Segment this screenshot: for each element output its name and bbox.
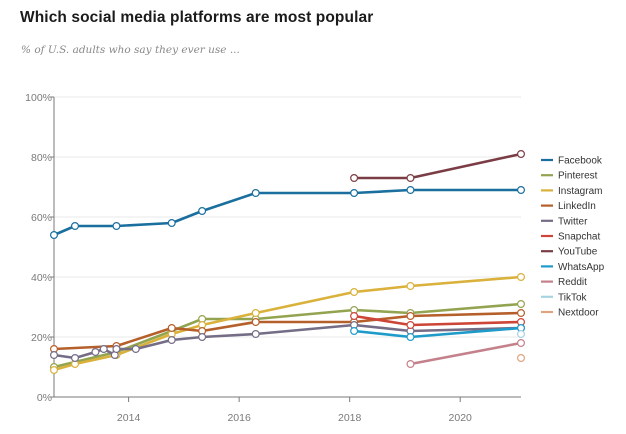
series-nextdoor: [516, 354, 525, 363]
data-point: [167, 219, 176, 228]
y-tick-label: 20%: [31, 332, 52, 344]
series-line: [352, 152, 523, 180]
series-pinterest: [49, 300, 525, 372]
data-point: [112, 345, 121, 354]
legend-item-linkedin: LinkedIn: [541, 201, 596, 212]
data-point: [516, 354, 525, 363]
axes: 0% 20% 40% 60% 80% 100% 2014 2016 2018 2020: [25, 92, 521, 424]
data-point: [516, 186, 525, 195]
legend-item-snapchat: Snapchat: [541, 232, 600, 243]
data-point: [350, 288, 359, 297]
legend-label: Instagram: [558, 186, 602, 197]
data-point: [198, 333, 207, 342]
data-point: [516, 273, 525, 282]
data-point: [406, 360, 415, 369]
series-tiktok: [516, 330, 525, 339]
gridlines: [54, 96, 521, 338]
data-point: [350, 174, 359, 183]
series-facebook: [49, 186, 525, 240]
legend-label: TikTok: [558, 292, 588, 303]
data-point: [406, 312, 415, 321]
x-tick-label: 2018: [338, 412, 362, 424]
data-point: [71, 354, 80, 363]
legend-label: Snapchat: [558, 232, 600, 243]
legend-label: Facebook: [558, 156, 603, 167]
y-tick-label: 100%: [25, 92, 52, 104]
data-point: [251, 189, 260, 198]
legend-item-nextdoor: Nextdoor: [541, 308, 599, 319]
data-point: [516, 330, 525, 339]
legend-label: Pinterest: [558, 171, 598, 182]
data-point: [167, 336, 176, 345]
data-point: [251, 330, 260, 339]
y-tick-label: 0%: [37, 392, 52, 404]
data-point: [516, 309, 525, 318]
data-point: [167, 324, 176, 333]
series-line: [52, 188, 523, 237]
x-tick-label: 2020: [449, 412, 473, 424]
data-point: [406, 333, 415, 342]
series-youtube: [350, 150, 525, 183]
data-point: [516, 300, 525, 309]
legend-item-pinterest: Pinterest: [541, 171, 598, 182]
series-line: [352, 314, 523, 327]
data-point: [49, 231, 58, 240]
legend-label: YouTube: [558, 247, 598, 258]
legend-label: Reddit: [558, 277, 587, 288]
x-tick-label: 2014: [117, 412, 141, 424]
legend-item-facebook: Facebook: [541, 156, 603, 167]
legend-item-twitter: Twitter: [541, 216, 588, 227]
y-tick-label: 60%: [31, 212, 52, 224]
data-point: [71, 222, 80, 231]
data-point: [406, 321, 415, 330]
data-point: [516, 339, 525, 348]
legend-item-whatsapp: WhatsApp: [541, 262, 605, 273]
legend-label: Nextdoor: [558, 308, 599, 319]
data-point: [350, 327, 359, 336]
data-point: [350, 312, 359, 321]
legend-item-youtube: YouTube: [541, 247, 598, 258]
data-point: [350, 189, 359, 198]
data-point: [112, 222, 121, 231]
data-point: [198, 207, 207, 216]
chart-title: Which social media platforms are most po…: [20, 9, 374, 26]
data-point: [99, 345, 108, 354]
data-point: [516, 150, 525, 159]
legend: Facebook Pinterest Instagram LinkedIn Twitte…: [541, 156, 605, 319]
data-point: [49, 351, 58, 360]
data-point: [131, 345, 140, 354]
data-point: [406, 282, 415, 291]
legend-item-instagram: Instagram: [541, 186, 602, 197]
chart-subtitle: % of U.S. adults who say they ever use .…: [21, 44, 240, 56]
legend-item-tiktok: TikTok: [541, 292, 588, 303]
y-tick-label: 80%: [31, 152, 52, 164]
series-whatsapp: [350, 324, 525, 342]
data-point: [251, 309, 260, 318]
data-point: [49, 366, 58, 375]
series-line: [52, 311, 523, 351]
data-point: [251, 318, 260, 327]
legend-item-reddit: Reddit: [541, 277, 587, 288]
data-point: [406, 186, 415, 195]
x-tick-label: 2016: [227, 412, 251, 424]
series-lines: [49, 150, 525, 375]
legend-label: LinkedIn: [558, 201, 596, 212]
series-snapchat: [350, 312, 525, 330]
legend-label: WhatsApp: [558, 262, 605, 273]
data-point: [91, 348, 100, 357]
data-point: [406, 174, 415, 183]
series-line: [409, 341, 523, 366]
y-tick-label: 40%: [31, 272, 52, 284]
series-reddit: [406, 339, 525, 369]
legend-label: Twitter: [558, 216, 588, 227]
